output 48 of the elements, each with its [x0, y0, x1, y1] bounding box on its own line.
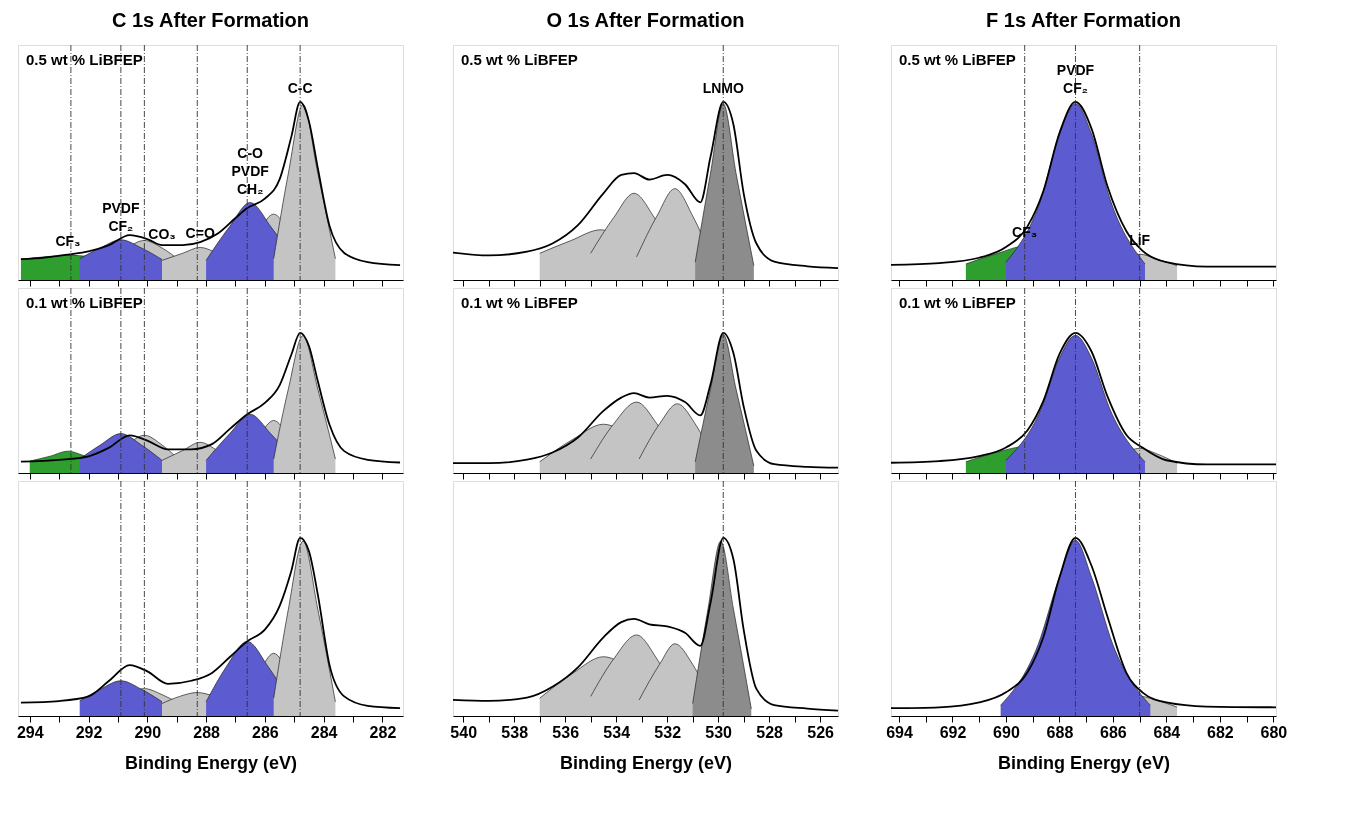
- x-tick-label: 284: [310, 723, 338, 741]
- annotation: CF₂: [108, 217, 134, 234]
- text: 0.1 wt % LiBFEP: [899, 294, 1016, 311]
- annotation: CF₂: [1063, 79, 1088, 96]
- annotation: CF₃: [1012, 224, 1038, 241]
- x-tick-label: 686: [1100, 723, 1127, 741]
- x-tick-label: 530: [705, 723, 733, 741]
- x-tick-label: 540: [450, 723, 478, 741]
- x-tick-label: 282: [369, 723, 397, 741]
- x-tick-label: 692: [939, 723, 967, 741]
- x-tick-label: 684: [1153, 723, 1181, 741]
- x-tick-label: 536: [552, 723, 580, 741]
- text: 0.5 wt % LiBFEP: [26, 51, 143, 68]
- chart-title: O 1s After Formation: [546, 8, 745, 31]
- x-tick-label: 288: [193, 723, 221, 741]
- annotation: C-C: [287, 79, 313, 96]
- x-tick-label: 682: [1207, 723, 1234, 741]
- x-axis-title: Binding Energy (eV): [997, 752, 1171, 773]
- annotation: CO₃: [148, 225, 176, 242]
- x-tick-label: 526: [807, 723, 835, 741]
- text: 0.1 wt % LiBFEP: [26, 294, 143, 311]
- annotation: CF₃: [55, 233, 81, 250]
- x-tick-label: 290: [134, 723, 162, 741]
- x-tick-label: 690: [993, 723, 1020, 741]
- x-axis-title: Binding Energy (eV): [559, 752, 733, 773]
- annotation: PVDF: [102, 199, 140, 216]
- annotation: CH₂: [236, 180, 264, 197]
- annotation: PVDF: [1056, 61, 1095, 78]
- chart-title: C 1s After Formation: [111, 8, 310, 31]
- x-tick-label: 680: [1260, 723, 1288, 741]
- x-tick-label: 294: [16, 723, 44, 741]
- x-axis-title: Binding Energy (eV): [124, 752, 298, 773]
- chart-title: F 1s After Formation: [986, 8, 1181, 31]
- x-tick-label: 694: [886, 723, 913, 741]
- x-tick-label: 286: [252, 723, 279, 741]
- annotation: LNMO: [702, 79, 744, 96]
- annotation: C-O: [237, 144, 264, 161]
- x-tick-label: 528: [756, 723, 784, 741]
- x-tick-label: 538: [501, 723, 529, 741]
- text: 0.5 wt % LiBFEP: [461, 51, 578, 68]
- x-tick-label: 532: [654, 723, 682, 741]
- text: 0.1 wt % LiBFEP: [461, 294, 578, 311]
- text: 0.5 wt % LiBFEP: [899, 51, 1016, 68]
- x-tick-label: 688: [1046, 723, 1074, 741]
- x-tick-label: 534: [603, 723, 631, 741]
- x-tick-label: 292: [75, 723, 103, 741]
- annotation: PVDF: [231, 162, 270, 179]
- annotation: C=O: [185, 225, 215, 242]
